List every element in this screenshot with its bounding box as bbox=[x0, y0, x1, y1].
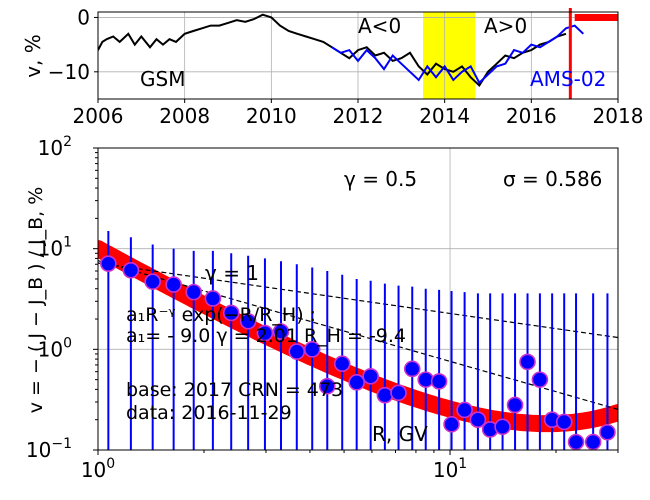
bottom-x-tick-label: 101 bbox=[433, 456, 467, 482]
top-x-tick-label: 2018 bbox=[593, 104, 644, 128]
top-y-axis-label: v, % bbox=[21, 34, 45, 78]
top-x-tick-label: 2012 bbox=[333, 104, 384, 128]
top-y-tick-label: 0 bbox=[77, 5, 90, 29]
data-point bbox=[165, 276, 182, 293]
data-point bbox=[185, 283, 202, 301]
top-x-tick-label: 2016 bbox=[506, 104, 557, 128]
data-point bbox=[204, 290, 222, 307]
data-point bbox=[417, 371, 435, 388]
data-point bbox=[443, 416, 460, 433]
data-point bbox=[222, 304, 240, 322]
data-point bbox=[469, 411, 487, 428]
bottom-x-axis-label: R, GV bbox=[372, 422, 428, 446]
bottom-y-axis-label: v = − ( J − J_B ) / J_B, % bbox=[25, 187, 47, 414]
data-point bbox=[584, 433, 602, 450]
bottom-data-points bbox=[100, 255, 616, 450]
data-point bbox=[376, 386, 394, 404]
data-point bbox=[239, 312, 257, 330]
top-annotation-a-negative: A<0 bbox=[358, 14, 401, 38]
data-point bbox=[303, 341, 321, 358]
data-point bbox=[456, 401, 473, 419]
top-x-tick-label: 2008 bbox=[159, 104, 210, 128]
data-point bbox=[531, 371, 549, 388]
bottom-annotation-formula-line1: a₁R⁻ᵞ exp(−R/R_H) : bbox=[126, 304, 316, 326]
top-x-ticks: 2006 2008 2010 2012 2014 2016 2018 bbox=[73, 99, 644, 128]
top-x-tick-label: 2014 bbox=[419, 104, 470, 128]
data-point bbox=[272, 323, 290, 340]
top-annotation-a-positive: A>0 bbox=[484, 14, 527, 38]
data-point bbox=[318, 377, 336, 395]
bottom-annotation-gamma-left: γ = 1 bbox=[205, 261, 259, 285]
bottom-annotation-formula-line2: a₁= - 9.0 γ = 2.01 R_H = -9.4 bbox=[126, 325, 406, 347]
top-yellow-band bbox=[423, 12, 475, 99]
data-point bbox=[144, 273, 161, 290]
data-point bbox=[555, 413, 573, 431]
bottom-y-tick-label: 10−1 bbox=[26, 436, 72, 462]
data-point bbox=[348, 374, 365, 391]
top-series-ams02 bbox=[331, 24, 584, 85]
bottom-reference-line-gamma-1 bbox=[98, 260, 618, 410]
top-x-tick-label: 2006 bbox=[73, 104, 124, 128]
data-point bbox=[256, 324, 274, 342]
top-y-tick-label: −10 bbox=[48, 60, 90, 84]
data-point bbox=[494, 418, 511, 436]
data-point bbox=[122, 261, 140, 279]
data-point bbox=[403, 360, 421, 378]
bottom-plot-frame bbox=[97, 147, 619, 451]
data-point bbox=[430, 373, 448, 390]
bottom-y-tick-label: 102 bbox=[38, 134, 72, 160]
bottom-annotation-gamma-right: γ = 0.5 bbox=[344, 167, 417, 191]
top-panel: 2006 2008 2010 2012 2014 2016 2018 0 −10 v, % G… bbox=[21, 5, 643, 128]
bottom-annotation-data-date: data: 2016-11-29 bbox=[126, 402, 292, 424]
data-point bbox=[519, 353, 536, 371]
bottom-panel: 100 101 10−1 100 101 102 v = − ( J − J_B ) /… bbox=[25, 134, 619, 482]
data-point bbox=[362, 367, 379, 385]
data-point bbox=[599, 423, 616, 441]
top-y-ticks: 0 −10 bbox=[48, 5, 98, 84]
data-point bbox=[100, 255, 117, 272]
bottom-x-tick-label: 100 bbox=[81, 456, 115, 482]
top-annotation-ams02: AMS-02 bbox=[530, 67, 606, 91]
data-point bbox=[390, 384, 407, 402]
data-point bbox=[333, 355, 351, 372]
top-annotation-gsm: GSM bbox=[140, 67, 185, 91]
bottom-annotation-sigma: σ = 0.586 bbox=[503, 167, 602, 191]
bottom-x-ticks: 100 101 bbox=[81, 450, 619, 482]
data-point bbox=[567, 433, 585, 450]
data-point bbox=[506, 396, 524, 414]
bottom-annotation-base: base: 2017 CRN = 473 bbox=[126, 379, 343, 401]
top-x-tick-label: 2010 bbox=[246, 104, 297, 128]
